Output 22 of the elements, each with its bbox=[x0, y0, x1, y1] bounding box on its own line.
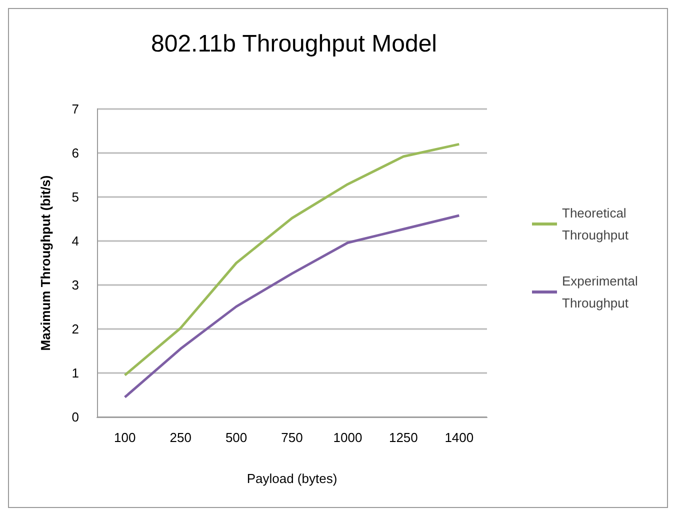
x-tick-label: 1000 bbox=[333, 430, 362, 445]
chart-title: 802.11b Throughput Model bbox=[151, 30, 437, 58]
x-axis-title: Payload (bytes) bbox=[246, 471, 338, 486]
x-tick-label: 500 bbox=[225, 430, 248, 445]
x-tick-label: 1400 bbox=[444, 430, 474, 445]
x-tick-label: 250 bbox=[170, 430, 192, 445]
y-tick-label: 7 bbox=[72, 102, 79, 116]
y-tick-label: 2 bbox=[72, 322, 79, 336]
y-tick-label: 1 bbox=[72, 366, 79, 380]
line-series bbox=[124, 214, 460, 398]
y-tick-label: 4 bbox=[72, 234, 79, 248]
y-tick-label: 0 bbox=[72, 410, 79, 424]
y-tick-label: 6 bbox=[72, 146, 79, 160]
y-tick-label: 5 bbox=[72, 190, 79, 204]
x-tick-label: 1250 bbox=[388, 430, 418, 445]
y-tick-label: 3 bbox=[72, 278, 79, 292]
y-axis-title: Maximum Throughput (bit/s) bbox=[38, 175, 53, 351]
x-tick-label: 100 bbox=[114, 430, 136, 445]
legend-label: Experimental Throughput bbox=[562, 274, 642, 310]
legend-label: Theoretical Throughput bbox=[562, 206, 630, 242]
x-tick-label: 750 bbox=[281, 430, 303, 445]
line-series bbox=[124, 142, 460, 376]
